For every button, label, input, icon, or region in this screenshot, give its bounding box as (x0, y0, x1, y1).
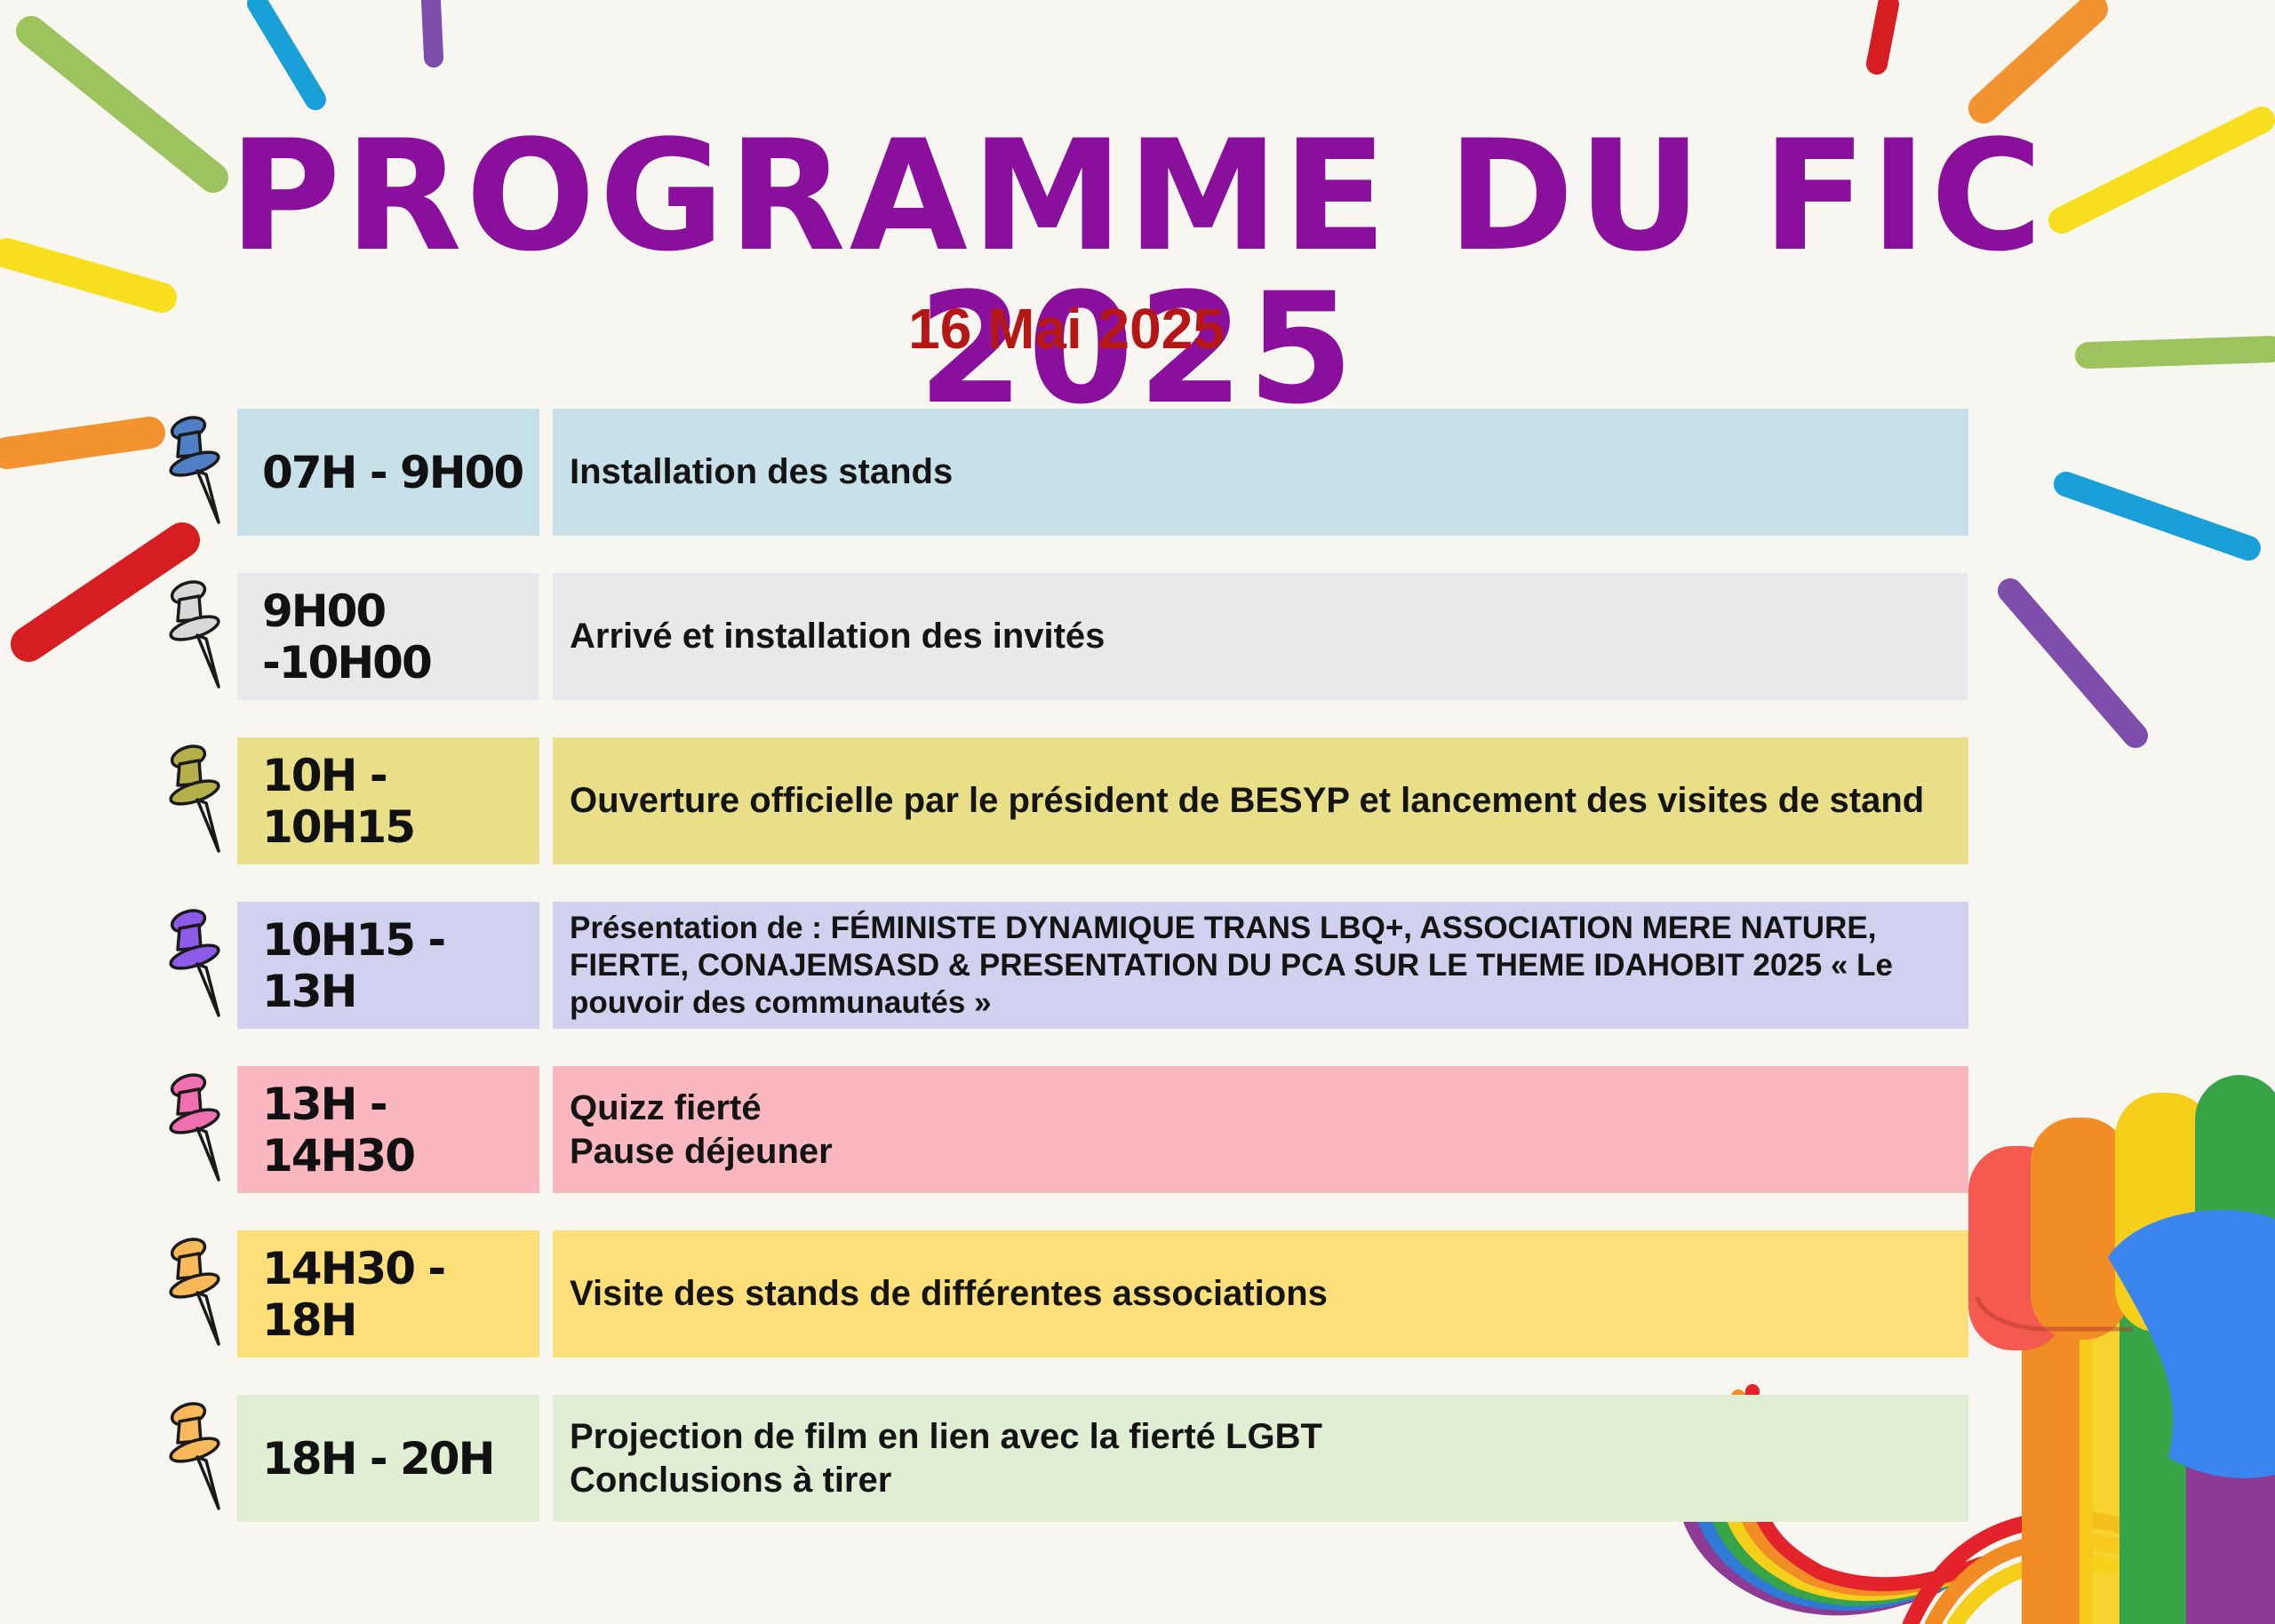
schedule-row: 07H - 9H00 Installation des stands (151, 409, 1968, 536)
red-brush-stroke (1866, 0, 1899, 75)
page-title: PROGRAMME DU FIC 2025 (228, 107, 2047, 438)
blue-brush-stroke (2054, 472, 2261, 561)
activity-line: Arrivé et installation des invités (570, 617, 1106, 657)
push-pin-icon (169, 1402, 220, 1510)
time-slot: 10H - 10H15 (237, 737, 539, 864)
schedule-row: 18H - 20H Projection de film en lien ave… (151, 1395, 1968, 1522)
push-pin-icon (169, 580, 220, 689)
schedule-row: 13H - 14H30 Quizz fierté Pause déjeuner (151, 1066, 1968, 1193)
time-slot: 10H15 - 13H (237, 902, 539, 1029)
activity-line: Quizz fierté (570, 1087, 762, 1127)
activity-description: Présentation de : FÉMINISTE DYNAMIQUE TR… (553, 902, 1968, 1029)
blue-brush-stroke (247, 0, 326, 110)
time-slot: 9H00 -10H00 (237, 573, 539, 700)
schedule-row: 10H15 - 13H Présentation de : FÉMINISTE … (151, 902, 1968, 1029)
time-slot: 18H - 20H (237, 1395, 539, 1522)
push-pin-icon (169, 1238, 220, 1346)
time-slot: 07H - 9H00 (237, 409, 539, 536)
orange-brush-stroke (1968, 0, 2108, 123)
time-slot: 13H - 14H30 (237, 1066, 539, 1193)
yellow-brush-stroke (2048, 107, 2275, 234)
purple-brush-stroke (1998, 578, 2148, 748)
event-date: 16 Mai 2025 (908, 297, 1225, 361)
schedule-row: 14H30 - 18H Visite des stands de différe… (151, 1230, 1968, 1357)
schedule-row: 10H - 10H15 Ouverture officielle par le … (151, 737, 1968, 864)
activity-description: Projection de film en lien avec la fiert… (553, 1395, 1968, 1522)
push-pin-icon (169, 1073, 220, 1182)
activity-description: Quizz fierté Pause déjeuner (553, 1066, 1968, 1193)
activity-line: Projection de film en lien avec la fiert… (570, 1416, 1322, 1456)
orange-brush-stroke (0, 417, 165, 469)
activity-line: Visite des stands de différentes associa… (570, 1274, 1328, 1314)
activity-description: Ouverture officielle par le président de… (553, 737, 1968, 864)
purple-brush-stroke (421, 0, 443, 68)
time-slot: 14H30 - 18H (237, 1230, 539, 1357)
push-pin-icon (169, 416, 220, 524)
activity-line: Pause déjeuner (570, 1131, 833, 1171)
schedule-list: 07H - 9H00 Installation des stands 9H00 … (151, 409, 1968, 1559)
raised-fist (1968, 1075, 2275, 1624)
activity-line: Conclusions à tirer (570, 1460, 892, 1500)
activity-line: Installation des stands (570, 452, 954, 492)
push-pin-icon (169, 744, 220, 853)
push-pin-icon (169, 909, 220, 1017)
green-brush-stroke (16, 16, 228, 193)
activity-description: Visite des stands de différentes associa… (553, 1230, 1968, 1357)
activity-description: Arrivé et installation des invités (553, 573, 1968, 700)
activity-line: Ouverture officielle par le président de… (570, 781, 1925, 821)
red-brush-stroke (11, 522, 200, 662)
schedule-row: 9H00 -10H00 Arrivé et installation des i… (151, 573, 1968, 700)
activity-description: Installation des stands (553, 409, 1968, 536)
activity-line: Présentation de : FÉMINISTE DYNAMIQUE TR… (570, 910, 1893, 1020)
yellow-brush-stroke (0, 238, 177, 313)
green-brush-stroke (2075, 336, 2275, 369)
